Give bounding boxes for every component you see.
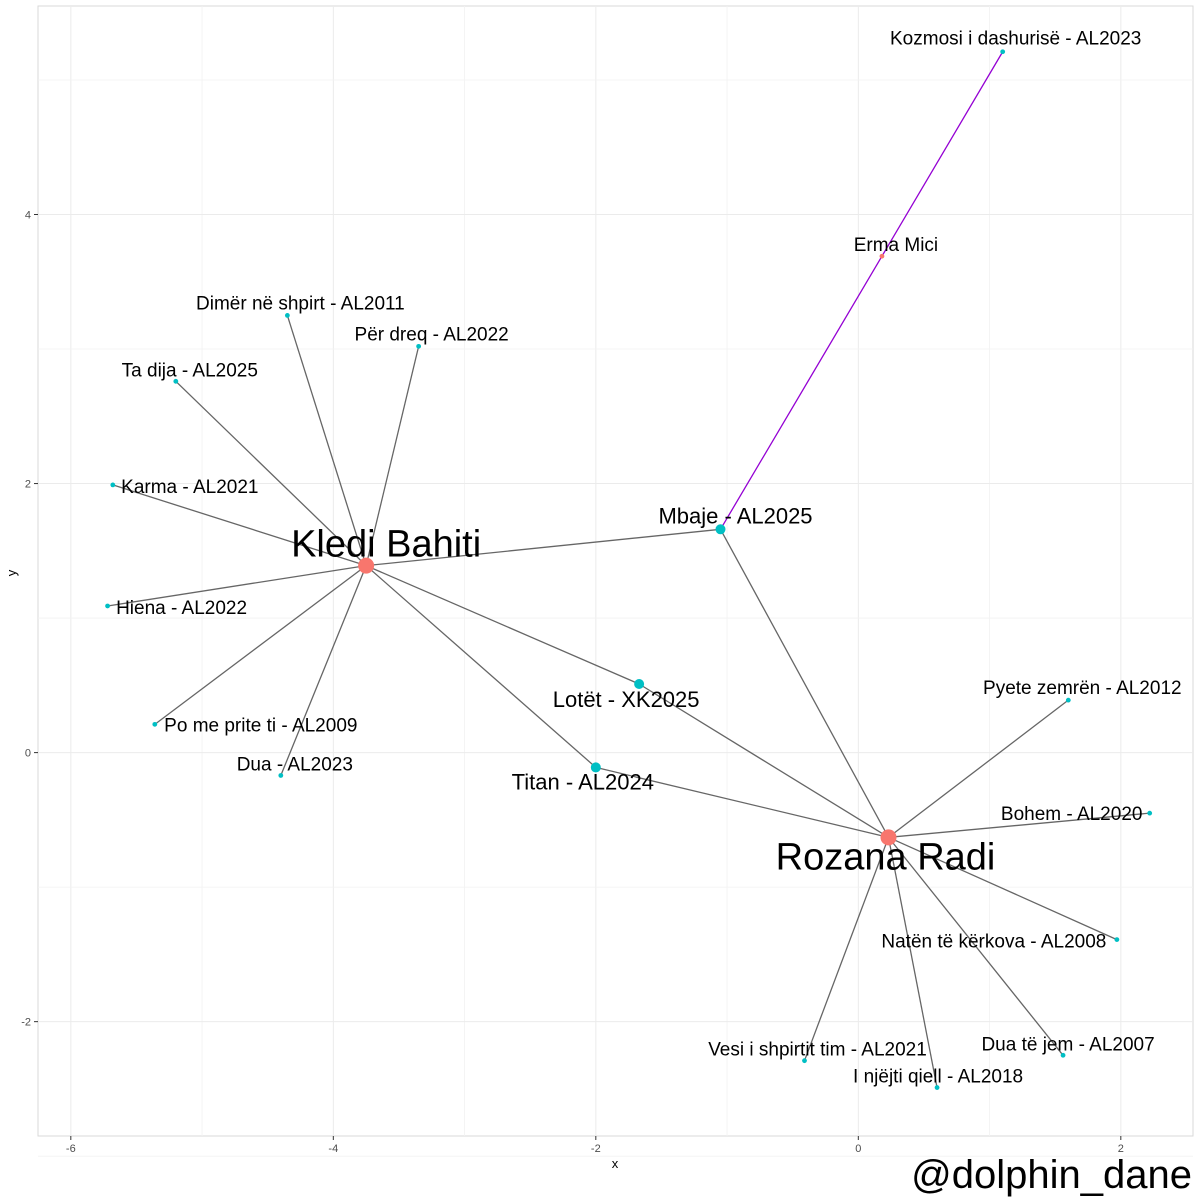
node-dua xyxy=(278,773,284,778)
edge-erma-kozmosi xyxy=(881,51,1004,257)
edge-rozana-njejti xyxy=(887,837,938,1088)
node-labels: Kledi Bahiti Rozana Radi Erma Mici Mbaje - … xyxy=(116,29,1182,1088)
edge-kledi-lotet xyxy=(365,565,640,685)
watermark: @dolphin_dane xyxy=(911,1153,1192,1197)
x-tick-label: 2 xyxy=(1118,1143,1124,1155)
grid-lines xyxy=(38,6,1193,1157)
node-label-tadija: Ta dija - AL2025 xyxy=(122,360,258,381)
y-tick-label: 0 xyxy=(25,748,31,760)
edge-rozana-vesi xyxy=(803,837,890,1061)
node-label-kozmosi: Kozmosi i dashurisë - AL2023 xyxy=(890,29,1141,50)
edge-rozana-titan xyxy=(595,766,889,838)
edge-kledi-perdreq xyxy=(365,346,420,566)
node-label-lotet: Lotët - XK2025 xyxy=(553,687,700,712)
nodes xyxy=(105,49,1153,1090)
node-njejti xyxy=(934,1085,940,1090)
node-label-hiena: Hiena - AL2022 xyxy=(116,598,247,619)
node-label-pome: Po me prite ti - AL2009 xyxy=(164,715,357,736)
node-duatejem xyxy=(1060,1052,1066,1058)
y-axis-title: y xyxy=(4,569,19,576)
node-label-erma: Erma Mici xyxy=(854,235,938,256)
edge-rozana-duatejem xyxy=(887,836,1064,1056)
x-tick-label: -6 xyxy=(66,1143,76,1155)
edge-rozana-pyete xyxy=(888,699,1069,838)
node-label-vesi: Vesi i shpirtit tim - AL2021 xyxy=(708,1040,927,1061)
node-pyete xyxy=(1065,697,1071,703)
node-label-dua: Dua - AL2023 xyxy=(237,754,353,775)
edge-erma-mbaje xyxy=(719,255,883,530)
node-dimer xyxy=(284,313,290,318)
node-label-duatejem: Dua të jem - AL2007 xyxy=(981,1034,1154,1055)
node-label-kledi: Kledi Bahiti xyxy=(291,524,481,566)
edge-kledi-titan xyxy=(365,565,597,768)
node-naten xyxy=(1114,937,1120,942)
edges xyxy=(107,51,1150,1088)
edge-kledi-pome xyxy=(154,565,367,725)
node-karma xyxy=(110,482,116,488)
node-label-bohem: Bohem - AL2020 xyxy=(1001,804,1143,825)
x-tick-label: 0 xyxy=(855,1143,861,1155)
node-label-mbaje: Mbaje - AL2025 xyxy=(658,503,812,528)
node-kledi xyxy=(358,557,375,574)
node-rozana xyxy=(880,829,897,846)
node-pome xyxy=(152,721,158,727)
node-kozmosi xyxy=(1000,49,1006,55)
edge-kledi-mbaje xyxy=(366,528,721,567)
edge-rozana-bohem xyxy=(888,812,1150,839)
edge-rozana-naten xyxy=(888,836,1118,941)
y-tick-label: 4 xyxy=(25,210,31,222)
node-label-perdreq: Për dreq - AL2022 xyxy=(355,324,509,345)
y-tick-label: -2 xyxy=(21,1017,31,1029)
axis-ticks: -6 -4 -2 0 2 -2 0 2 4 xyxy=(21,210,1124,1155)
plot-panel xyxy=(37,5,1194,1137)
edge-kledi-karma xyxy=(112,484,367,567)
edge-kledi-hiena xyxy=(107,564,367,607)
node-hiena xyxy=(105,603,110,609)
node-lotet xyxy=(634,679,645,689)
edge-kledi-tadija xyxy=(175,380,367,567)
node-titan xyxy=(590,762,601,773)
node-vesi xyxy=(802,1058,807,1064)
node-bohem xyxy=(1147,810,1153,816)
node-label-karma: Karma - AL2021 xyxy=(121,477,258,498)
edge-rozana-lotet xyxy=(638,683,889,838)
edge-kledi-dimer xyxy=(286,315,367,566)
x-tick-label: -4 xyxy=(328,1143,338,1155)
node-label-dimer: Dimër në shpirt - AL2011 xyxy=(196,293,405,314)
node-tadija xyxy=(173,378,179,384)
node-label-rozana: Rozana Radi xyxy=(776,836,996,878)
node-label-njejti: I njëjti qiell - AL2018 xyxy=(853,1067,1023,1088)
x-axis-title: x xyxy=(612,1156,619,1171)
node-erma xyxy=(879,253,885,259)
node-label-naten: Natën të kërkova - AL2008 xyxy=(881,932,1106,953)
edge-kledi-dua xyxy=(280,565,367,776)
x-tick-label: -2 xyxy=(591,1143,601,1155)
node-perdreq xyxy=(416,343,422,349)
node-label-pyete: Pyete zemrën - AL2012 xyxy=(983,678,1182,699)
edge-rozana-mbaje xyxy=(719,528,890,838)
node-label-titan: Titan - AL2024 xyxy=(512,769,654,794)
y-tick-label: 2 xyxy=(25,479,31,491)
node-mbaje xyxy=(715,524,726,535)
